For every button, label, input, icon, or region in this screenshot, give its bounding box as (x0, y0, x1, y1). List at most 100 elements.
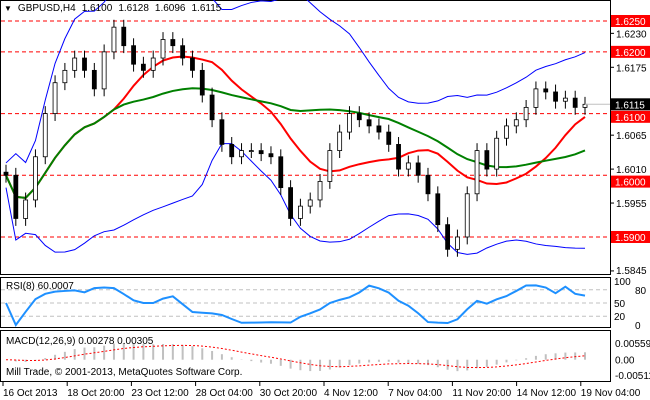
time-axis-label: 14 Nov 12:00 (517, 388, 577, 399)
time-axis-label: 30 Oct 20:00 (260, 388, 318, 399)
time-axis-label: 7 Nov 04:00 (388, 388, 442, 399)
candle-body (356, 113, 362, 121)
rsi-axis-label: 20 (614, 312, 626, 323)
candle-body (180, 45, 186, 59)
candle-body (33, 156, 38, 201)
level-price-label: 1.5900 (615, 233, 646, 244)
candle-body (278, 156, 284, 189)
rsi-title: RSI(8) 60.0007 (6, 281, 74, 292)
candle-body (121, 26, 127, 47)
bollinger-lower-band (5, 143, 586, 255)
candle-body (484, 150, 490, 170)
candle-body (464, 193, 470, 238)
rsi-axis-label: 0 (635, 321, 641, 332)
candle-body (337, 131, 343, 151)
level-price-tag (611, 230, 650, 243)
main-panel-frame (0, 0, 611, 275)
candle-body (258, 150, 264, 155)
candle-body (494, 137, 500, 170)
candle-body (396, 144, 401, 170)
level-price-label: 1.6100 (615, 113, 646, 124)
candle-body (572, 97, 578, 108)
copyright-text: Mill Trade, © 2001-2013, MetaQuotes Soft… (6, 367, 243, 378)
candle-body (72, 57, 78, 71)
time-axis-label: 18 Oct 20:00 (67, 388, 125, 399)
candle-body (62, 69, 68, 84)
price-tick-label: 1.6230 (616, 30, 647, 41)
candle-body (317, 181, 323, 201)
candle-body (199, 69, 205, 96)
candle-body (170, 39, 176, 47)
candle-body (140, 63, 146, 71)
candle-body (229, 144, 235, 158)
rsi-panel-frame (0, 277, 611, 328)
candle-body (562, 97, 568, 102)
candle-body (82, 57, 87, 71)
rsi-axis-label: 80 (635, 286, 647, 297)
candle-body (553, 91, 558, 102)
candle-body (415, 162, 421, 176)
time-axis-label: 16 Oct 2013 (3, 388, 58, 399)
candle-body (91, 69, 97, 90)
rsi-axis-label: 100 (614, 277, 631, 288)
candle-body (219, 119, 225, 145)
high-value: 1.6128 (118, 3, 149, 14)
macd-panel-frame (0, 330, 611, 382)
candle-body (307, 199, 313, 207)
candle-body (248, 150, 254, 152)
candle-body (435, 193, 441, 226)
open-value: 1.6100 (81, 3, 113, 14)
candle-body (425, 174, 431, 195)
candle-body (111, 26, 117, 53)
time-axis-label: 4 Nov 12:00 (324, 388, 378, 399)
candle-body (42, 113, 48, 158)
symbol-label: GBPUSD,H4 (17, 3, 76, 14)
price-tick-label: 1.5955 (616, 199, 647, 210)
candle-body (23, 199, 29, 219)
candle-body (543, 88, 549, 93)
chart-header: ▼ GBPUSD,H4 1.6100 1.6128 1.6096 1.6115 (4, 3, 221, 14)
candle-body (523, 106, 529, 121)
level-price-label: 1.6250 (615, 17, 646, 28)
candle-body (474, 150, 480, 195)
candle-body (209, 94, 215, 121)
bollinger-upper-band (5, 0, 586, 164)
candle-body (445, 224, 451, 250)
macd-axis-label: 0.00 (615, 356, 635, 367)
rsi-axis-label: 50 (614, 299, 626, 310)
candle-body (131, 45, 136, 65)
price-tick-label: 1.6175 (616, 63, 647, 74)
level-price-tag (611, 110, 650, 123)
level-price-tag (611, 175, 650, 188)
candle-body (288, 187, 293, 219)
close-value: 1.6115 (191, 3, 222, 14)
candle-body (386, 131, 392, 145)
level-price-label: 1.6200 (615, 48, 646, 59)
price-tick-label: 1.6010 (616, 165, 647, 176)
dropdown-triangle-icon[interactable]: ▼ (4, 4, 12, 13)
time-axis-label: 28 Oct 04:00 (196, 388, 254, 399)
candle-body (533, 88, 539, 108)
level-price-tag (611, 45, 650, 58)
candle-body (268, 153, 274, 158)
level-price-tag (611, 15, 650, 27)
candle-body (160, 39, 166, 59)
candle-body (13, 174, 19, 219)
candle-body (239, 150, 244, 158)
candle-body (101, 51, 107, 90)
time-axis-label: 19 Nov 04:00 (581, 388, 641, 399)
candle-body (347, 113, 352, 133)
candle-body (376, 125, 382, 133)
level-price-label: 1.6000 (615, 178, 646, 189)
macd-axis-label: 0.00559 (615, 339, 650, 350)
candle-body (150, 57, 156, 71)
candle-body (190, 57, 195, 71)
candle-body (298, 205, 303, 219)
rsi-line (5, 284, 586, 327)
candle-body (3, 171, 9, 176)
price-tick-label: 1.5845 (616, 266, 647, 277)
candle-body (327, 150, 333, 182)
candle-body (513, 119, 519, 127)
